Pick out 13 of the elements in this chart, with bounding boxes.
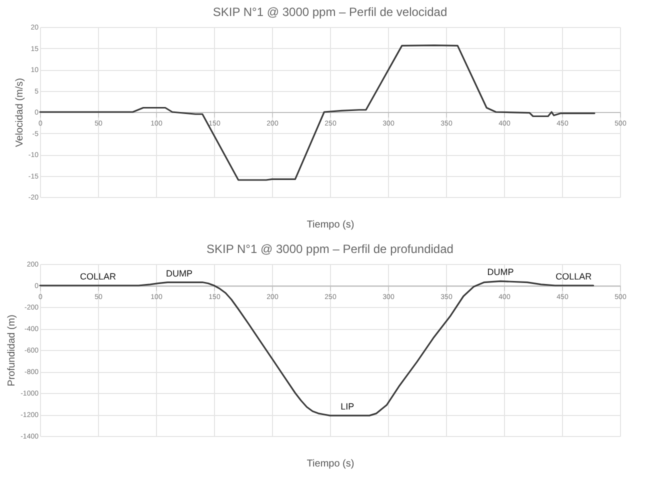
chart-title: SKIP N°1 @ 3000 ppm – Perfil de velocidad (212, 5, 448, 19)
annotation: DUMP (166, 268, 192, 278)
y-axis-title: Profundidad (m) (6, 314, 18, 386)
annotation: COLLAR (556, 272, 592, 282)
x-axis-title: Tiempo (s) (306, 458, 354, 470)
annotation: LIP (340, 402, 354, 412)
y-axis-title: Velocidad (m/s) (14, 78, 26, 147)
chart-title: SKIP N°1 @ 3000 ppm – Perfil de profundidad (206, 242, 454, 256)
line-series (39, 280, 594, 416)
line-series (39, 44, 596, 181)
annotation: DUMP (487, 267, 514, 278)
x-axis-title: Tiempo (s) (306, 220, 354, 230)
annotation: COLLAR (80, 272, 117, 282)
